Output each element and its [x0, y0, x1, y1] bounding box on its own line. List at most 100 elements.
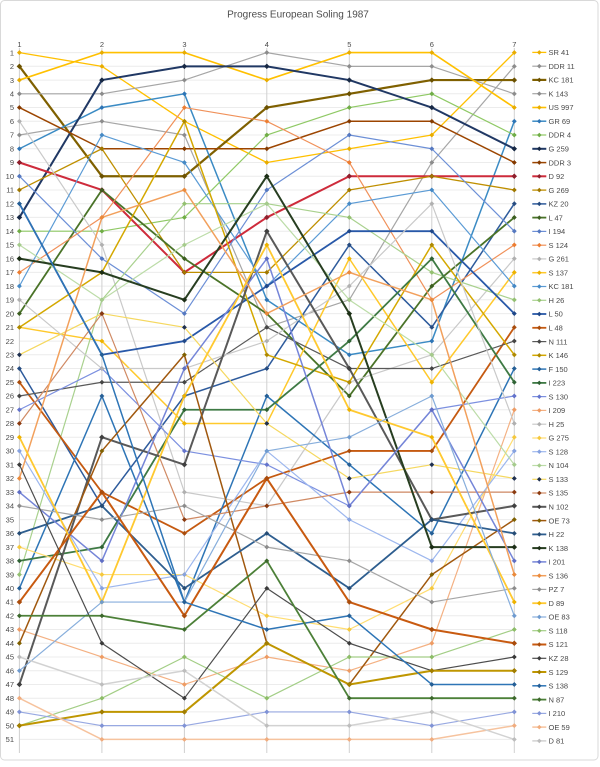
svg-text:N 111: N 111 [549, 337, 568, 346]
svg-text:33: 33 [6, 488, 14, 497]
svg-text:48: 48 [6, 694, 14, 703]
svg-text:S 136: S 136 [549, 571, 569, 580]
svg-text:28: 28 [6, 419, 14, 428]
svg-text:OE 59: OE 59 [549, 723, 570, 732]
svg-text:KC 181: KC 181 [549, 282, 574, 291]
svg-text:13: 13 [6, 213, 14, 222]
svg-text:D 92: D 92 [549, 172, 565, 181]
svg-text:39: 39 [6, 570, 14, 579]
svg-text:24: 24 [6, 364, 14, 373]
svg-text:G 259: G 259 [549, 145, 569, 154]
svg-text:1: 1 [17, 40, 21, 49]
svg-text:17: 17 [6, 268, 14, 277]
svg-text:11: 11 [6, 186, 14, 195]
svg-text:S 124: S 124 [549, 241, 569, 250]
svg-text:40: 40 [6, 584, 14, 593]
svg-text:G 275: G 275 [549, 434, 569, 443]
svg-text:K 143: K 143 [549, 89, 569, 98]
svg-text:S 128: S 128 [549, 447, 569, 456]
svg-text:F 150: F 150 [549, 365, 568, 374]
svg-text:21: 21 [6, 323, 14, 332]
svg-text:30: 30 [6, 447, 14, 456]
svg-text:20: 20 [6, 309, 14, 318]
svg-text:S 135: S 135 [549, 489, 569, 498]
svg-text:S 118: S 118 [549, 626, 568, 635]
svg-text:5: 5 [347, 40, 351, 49]
svg-text:36: 36 [6, 529, 14, 538]
svg-text:GR 69: GR 69 [549, 117, 571, 126]
svg-text:I 201: I 201 [549, 558, 566, 567]
svg-text:49: 49 [6, 708, 14, 717]
svg-text:1: 1 [10, 48, 14, 57]
svg-text:N 104: N 104 [549, 461, 569, 470]
svg-text:12: 12 [6, 199, 14, 208]
svg-text:7: 7 [512, 40, 516, 49]
svg-text:50: 50 [6, 721, 14, 730]
svg-text:KC 181: KC 181 [549, 76, 574, 85]
svg-text:51: 51 [6, 735, 14, 744]
svg-text:5: 5 [10, 103, 14, 112]
svg-text:SR 41: SR 41 [549, 48, 570, 57]
svg-text:S 121: S 121 [549, 640, 569, 649]
svg-text:42: 42 [6, 612, 14, 621]
svg-text:37: 37 [6, 543, 14, 552]
svg-text:23: 23 [6, 351, 14, 360]
svg-text:31: 31 [6, 460, 14, 469]
svg-text:18: 18 [6, 282, 14, 291]
svg-text:L 50: L 50 [549, 310, 563, 319]
svg-text:22: 22 [6, 337, 14, 346]
svg-text:S 130: S 130 [549, 392, 569, 401]
svg-text:3: 3 [182, 40, 186, 49]
svg-text:S 129: S 129 [549, 668, 569, 677]
svg-text:S 133: S 133 [549, 475, 569, 484]
svg-text:34: 34 [6, 502, 14, 511]
svg-text:N 102: N 102 [549, 503, 569, 512]
svg-text:2: 2 [10, 62, 14, 71]
svg-text:44: 44 [6, 639, 14, 648]
svg-text:N 87: N 87 [549, 695, 565, 704]
svg-text:27: 27 [6, 405, 14, 414]
svg-text:L 48: L 48 [549, 324, 563, 333]
svg-text:2: 2 [100, 40, 104, 49]
svg-text:8: 8 [10, 145, 14, 154]
svg-text:35: 35 [6, 515, 14, 524]
svg-text:G 261: G 261 [549, 255, 569, 264]
svg-text:US 997: US 997 [549, 103, 574, 112]
svg-text:PZ 7: PZ 7 [549, 585, 565, 594]
svg-text:47: 47 [6, 680, 14, 689]
svg-text:19: 19 [6, 296, 14, 305]
svg-text:K 146: K 146 [549, 351, 569, 360]
svg-text:DDR 3: DDR 3 [549, 158, 572, 167]
svg-text:I 210: I 210 [549, 709, 566, 718]
svg-text:OE 83: OE 83 [549, 613, 570, 622]
svg-text:S 138: S 138 [549, 682, 569, 691]
svg-text:9: 9 [10, 158, 14, 167]
svg-text:32: 32 [6, 474, 14, 483]
svg-text:G 269: G 269 [549, 186, 569, 195]
svg-text:D 89: D 89 [549, 599, 565, 608]
svg-text:7: 7 [10, 131, 14, 140]
svg-text:K 138: K 138 [549, 544, 569, 553]
svg-text:46: 46 [6, 666, 14, 675]
svg-text:29: 29 [6, 433, 14, 442]
svg-text:H 25: H 25 [549, 420, 565, 429]
svg-text:45: 45 [6, 653, 14, 662]
svg-text:I 194: I 194 [549, 227, 566, 236]
svg-text:25: 25 [6, 378, 14, 387]
svg-text:26: 26 [6, 392, 14, 401]
svg-text:41: 41 [6, 598, 14, 607]
svg-text:I 223: I 223 [549, 379, 566, 388]
svg-text:H 22: H 22 [549, 530, 565, 539]
svg-text:14: 14 [6, 227, 14, 236]
svg-text:10: 10 [6, 172, 14, 181]
svg-text:6: 6 [10, 117, 14, 126]
svg-text:4: 4 [10, 90, 14, 99]
svg-text:DDR 11: DDR 11 [549, 62, 575, 71]
svg-text:6: 6 [430, 40, 434, 49]
svg-text:S 137: S 137 [549, 268, 569, 277]
svg-text:KZ 28: KZ 28 [549, 654, 569, 663]
svg-text:OE 73: OE 73 [549, 516, 570, 525]
svg-text:H 26: H 26 [549, 296, 565, 305]
svg-text:D 81: D 81 [549, 737, 565, 746]
svg-text:DDR 4: DDR 4 [549, 131, 572, 140]
